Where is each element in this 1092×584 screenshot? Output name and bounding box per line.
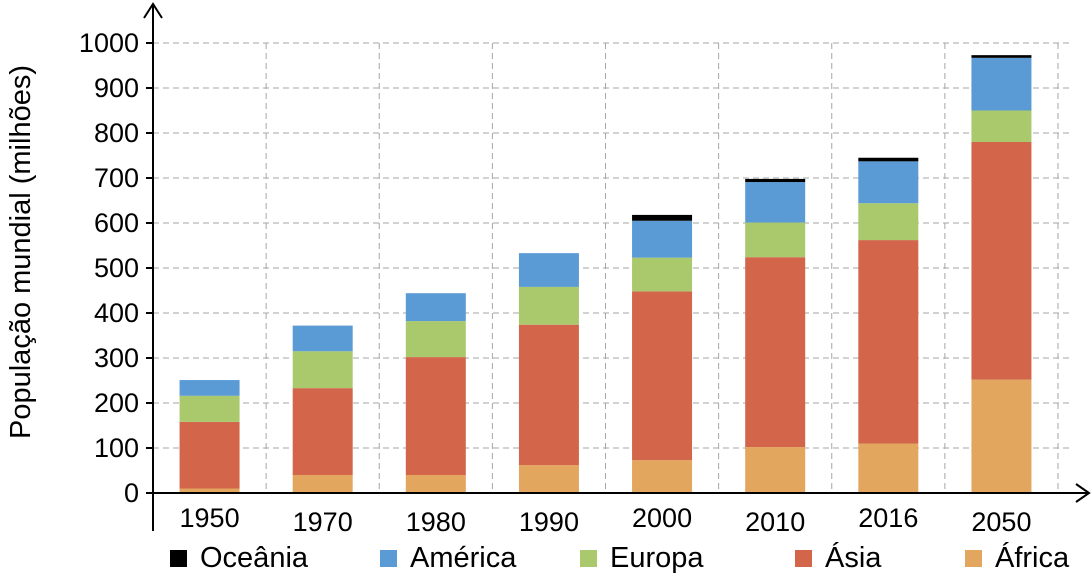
bar-segment-2050-Oceânia	[971, 55, 1032, 58]
x-tick-label: 2010	[745, 507, 805, 537]
y-tick-label: 700	[94, 163, 139, 193]
bar-segment-1970-Ásia	[292, 388, 353, 475]
bar-segment-1990-Europa	[518, 286, 579, 325]
legend: Oceânia América Europa Ásia África	[170, 541, 1070, 574]
y-tick-label: 300	[94, 343, 139, 373]
bar-segment-2000-Oceânia	[632, 214, 693, 221]
bar-segment-1980-Ásia	[405, 357, 466, 475]
legend-swatch-África	[965, 550, 982, 567]
bar-segment-2000-África	[632, 460, 693, 493]
legend-label-África: África	[995, 541, 1070, 574]
bar-segment-1970-Europa	[292, 351, 353, 389]
legend-swatch-Ásia	[795, 550, 812, 567]
bar-segment-2050-África	[971, 379, 1032, 493]
bar-segment-2010-Ásia	[745, 257, 806, 448]
bar-segment-1990-América	[518, 253, 579, 287]
legend-label-Oceânia: Oceânia	[200, 542, 309, 574]
x-tick-label: 1970	[293, 507, 353, 537]
bar-segment-1950-América	[179, 380, 240, 396]
bar-segment-2016-Oceânia	[858, 157, 919, 162]
x-tick-label: 1990	[519, 507, 579, 537]
legend-label-Ásia: Ásia	[825, 541, 882, 574]
bar-segment-1990-África	[518, 465, 579, 493]
y-tick-label: 100	[94, 433, 139, 463]
y-tick-label: 500	[94, 253, 139, 283]
y-tick-label: 0	[124, 478, 139, 508]
bar-segment-2010-África	[745, 447, 806, 493]
legend-label-Europa: Europa	[610, 542, 704, 574]
y-tick-label: 600	[94, 208, 139, 238]
bars	[179, 55, 1032, 493]
x-tick-label: 1980	[406, 507, 466, 537]
bar-segment-2010-Oceânia	[745, 178, 806, 183]
bar-segment-1980-África	[405, 475, 466, 493]
y-tick-label: 900	[94, 73, 139, 103]
bar-segment-2050-América	[971, 57, 1032, 111]
x-tick-label: 2016	[858, 503, 918, 533]
legend-swatch-Europa	[580, 550, 597, 567]
bar-segment-1980-América	[405, 293, 466, 322]
bar-segment-2016-África	[858, 443, 919, 493]
y-axis-label: População mundial (milhões)	[5, 65, 37, 439]
bar-segment-2000-Europa	[632, 257, 693, 292]
grid-lines	[153, 42, 1070, 493]
bar-segment-1950-África	[179, 488, 240, 493]
y-axis-arrow	[143, 2, 163, 19]
bar-segment-2000-América	[632, 220, 693, 258]
bar-segment-2016-América	[858, 161, 919, 204]
bar-segment-2016-Europa	[858, 203, 919, 241]
x-axis-arrow	[1075, 483, 1091, 503]
bar-segment-2016-Ásia	[858, 240, 919, 444]
x-tick-label: 1950	[180, 503, 240, 533]
bar-segment-2050-Europa	[971, 110, 1032, 142]
bar-segment-2000-Ásia	[632, 291, 693, 461]
legend-swatch-América	[380, 550, 397, 567]
bar-segment-1970-África	[292, 475, 353, 493]
x-tick-labels: 1950 1970 1980 1990 2000 2010 2016 2050	[180, 503, 1032, 537]
legend-label-América: América	[410, 542, 517, 574]
y-tick-label: 200	[94, 388, 139, 418]
x-tick-label: 2050	[971, 507, 1031, 537]
bar-segment-1970-América	[292, 325, 353, 352]
bar-segment-2010-Europa	[745, 222, 806, 258]
legend-swatch-Oceânia	[170, 550, 187, 567]
bar-segment-1980-Europa	[405, 321, 466, 358]
bar-segment-2010-América	[745, 182, 806, 223]
bar-segment-1950-Ásia	[179, 421, 240, 489]
y-tick-label: 1000	[79, 28, 139, 58]
x-tick-label: 2000	[632, 503, 692, 533]
bar-segment-1950-Europa	[179, 395, 240, 422]
bar-segment-2050-Ásia	[971, 142, 1032, 380]
y-tick-label: 400	[94, 298, 139, 328]
y-tick-labels: 0 100 200 300 400 500 600 700 800 900 1000	[79, 28, 153, 508]
y-tick-label: 800	[94, 118, 139, 148]
bar-segment-1990-Ásia	[518, 324, 579, 466]
